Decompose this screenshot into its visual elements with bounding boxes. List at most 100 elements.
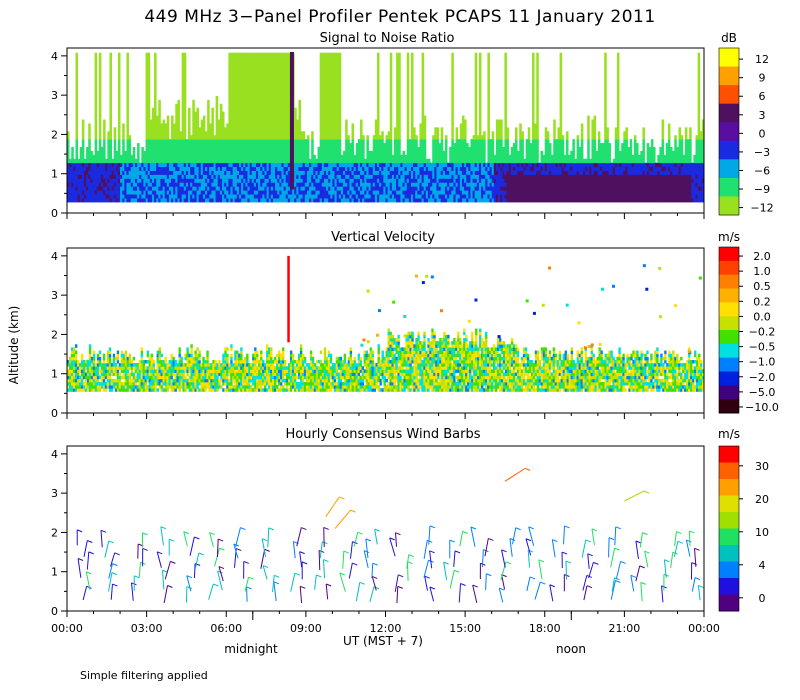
snr-cell bbox=[272, 194, 276, 199]
snr-cell bbox=[294, 150, 297, 156]
snr-cell bbox=[427, 170, 431, 175]
snr-cell bbox=[330, 174, 333, 179]
snr-cell bbox=[370, 198, 374, 203]
snr-cell bbox=[73, 190, 76, 195]
snr-cell bbox=[77, 198, 81, 203]
snr-cell bbox=[447, 170, 450, 175]
snr-cell bbox=[472, 158, 476, 164]
snr-cell bbox=[362, 194, 365, 199]
snr-cell bbox=[253, 135, 257, 140]
snr-cell bbox=[423, 186, 427, 191]
snr-cell bbox=[247, 72, 251, 77]
snr-cell bbox=[222, 135, 225, 140]
snr-cell bbox=[247, 178, 251, 183]
snr-cell bbox=[519, 170, 522, 175]
snr-cell bbox=[294, 139, 297, 144]
snr-cell bbox=[470, 166, 473, 171]
snr-cell bbox=[387, 178, 391, 183]
snr-cell bbox=[213, 147, 217, 152]
snr-cell bbox=[421, 64, 425, 69]
snr-cell bbox=[402, 154, 406, 160]
snr-cell bbox=[396, 119, 399, 124]
snr-cell bbox=[228, 119, 231, 124]
snr-cell bbox=[270, 150, 274, 156]
snr-cell bbox=[328, 139, 331, 144]
snr-cell bbox=[213, 194, 217, 199]
snr-cell bbox=[255, 115, 259, 120]
snr-cell bbox=[209, 162, 212, 168]
snr-cell bbox=[238, 162, 242, 168]
snr-cell bbox=[279, 194, 282, 199]
snr-cell bbox=[381, 166, 384, 171]
snr-cell bbox=[366, 170, 369, 175]
snr-cell bbox=[377, 143, 380, 148]
snr-cell bbox=[298, 103, 301, 109]
snr-cell bbox=[98, 84, 102, 89]
snr-cell bbox=[181, 84, 185, 89]
snr-cell bbox=[236, 68, 240, 73]
snr-cell bbox=[81, 170, 85, 175]
snr-cell bbox=[67, 143, 70, 148]
snr-cell bbox=[319, 127, 323, 132]
snr-cell bbox=[336, 99, 340, 105]
snr-cell bbox=[328, 52, 331, 58]
snr-cell bbox=[309, 174, 312, 179]
snr-cell bbox=[328, 147, 331, 152]
snr-cell bbox=[249, 84, 253, 89]
snr-cell bbox=[103, 154, 106, 160]
snr-cell bbox=[415, 154, 418, 160]
snr-cell bbox=[117, 64, 121, 69]
snr-cell bbox=[502, 166, 505, 171]
snr-cell bbox=[413, 127, 416, 132]
snr-cell bbox=[147, 190, 151, 195]
snr-cell bbox=[517, 154, 520, 160]
snr-cell bbox=[79, 166, 83, 171]
snr-cell bbox=[251, 68, 255, 73]
snr-cell bbox=[285, 162, 289, 168]
snr-cell bbox=[211, 139, 214, 144]
snr-cell bbox=[302, 194, 306, 199]
snr-cell bbox=[145, 60, 149, 65]
snr-cell bbox=[115, 158, 119, 164]
snr-cell bbox=[389, 127, 393, 132]
snr-cell bbox=[328, 198, 331, 203]
snr-cell bbox=[351, 158, 355, 164]
snr-cell bbox=[510, 154, 514, 160]
snr-cell bbox=[432, 186, 435, 191]
snr-cell bbox=[408, 170, 412, 175]
snr-cell bbox=[506, 198, 510, 203]
snr-cell bbox=[198, 174, 202, 179]
snr-cell bbox=[332, 64, 335, 69]
snr-cell bbox=[234, 154, 238, 160]
snr-cell bbox=[126, 80, 129, 85]
snr-cell bbox=[519, 154, 522, 160]
snr-cell bbox=[464, 162, 467, 168]
snr-cell bbox=[277, 131, 280, 136]
snr-cell bbox=[241, 68, 244, 73]
snr-cell bbox=[228, 190, 231, 195]
snr-cell bbox=[351, 150, 355, 156]
snr-cell bbox=[249, 123, 253, 128]
snr-cell bbox=[126, 174, 129, 179]
snr-cell bbox=[396, 72, 399, 77]
snr-cell bbox=[251, 60, 255, 65]
snr-cell bbox=[71, 170, 74, 175]
snr-cell bbox=[360, 158, 363, 164]
figure-title: 449 MHz 3−Panel Profiler Pentek PCAPS 11… bbox=[144, 7, 655, 27]
snr-cell bbox=[243, 92, 246, 97]
snr-cell bbox=[156, 190, 159, 195]
snr-cell bbox=[366, 150, 369, 156]
snr-cell bbox=[415, 170, 418, 175]
snr-cell bbox=[326, 88, 329, 93]
snr-cell bbox=[156, 186, 159, 191]
snr-cell bbox=[457, 162, 461, 168]
snr-cell bbox=[247, 115, 251, 120]
snr-cell bbox=[137, 150, 140, 156]
snr-cell bbox=[476, 135, 480, 140]
snr-cell bbox=[264, 60, 267, 65]
snr-cell bbox=[277, 60, 280, 65]
snr-cell bbox=[319, 123, 323, 128]
snr-cell bbox=[279, 88, 282, 93]
snr-cell bbox=[241, 107, 244, 113]
snr-cell bbox=[145, 147, 149, 152]
